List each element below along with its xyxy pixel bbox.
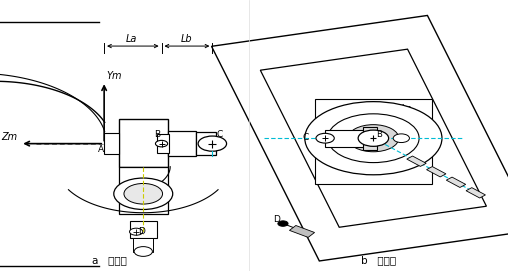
Text: B: B [154,130,160,139]
Polygon shape [407,156,426,166]
Circle shape [114,178,173,209]
Text: D: D [273,215,280,224]
Circle shape [328,114,419,163]
Text: C: C [216,130,223,139]
Circle shape [316,133,334,143]
Text: A: A [98,145,104,154]
Text: C: C [302,133,308,142]
Text: Ym: Ym [397,104,411,113]
Bar [133,238,153,252]
Bar [119,119,168,167]
Bar [325,130,366,147]
Circle shape [278,221,288,226]
Polygon shape [447,177,466,188]
Circle shape [134,247,152,256]
Circle shape [393,134,409,143]
Bar [290,225,314,237]
Polygon shape [211,15,508,261]
Circle shape [198,136,227,151]
Circle shape [305,102,442,175]
Circle shape [155,140,168,147]
Bar [315,99,432,184]
Polygon shape [466,188,486,198]
Text: Ym: Ym [107,70,122,80]
Text: Zm: Zm [2,131,18,141]
Text: Lc: Lc [362,115,372,124]
Polygon shape [260,49,487,227]
Bar [157,134,169,153]
Text: Xm: Xm [305,128,320,137]
Text: Lb: Lb [181,34,193,44]
Bar [363,127,377,150]
Polygon shape [427,167,446,177]
Bar [168,131,196,156]
Circle shape [358,130,389,146]
Circle shape [124,183,163,204]
Text: θ: θ [386,152,392,162]
Text: D: D [138,227,145,236]
Text: La: La [125,34,137,44]
Text: a   左视图: a 左视图 [92,255,126,265]
Bar [119,167,168,214]
Circle shape [130,228,143,235]
Text: B: B [376,130,382,139]
Bar [130,221,157,238]
Circle shape [348,125,399,152]
Text: b   主视图: b 主视图 [361,255,396,265]
Bar [104,133,119,154]
Bar [196,132,216,155]
